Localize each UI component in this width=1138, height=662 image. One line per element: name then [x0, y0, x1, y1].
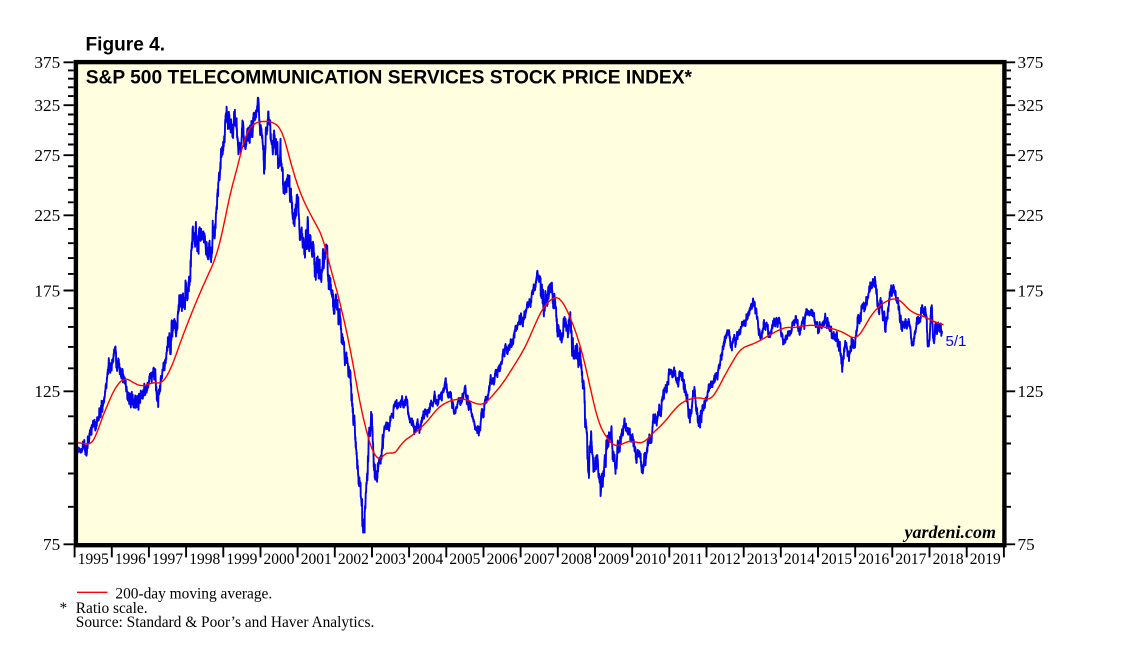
svg-text:200-day moving average.: 200-day moving average.: [115, 586, 272, 603]
svg-text:1999: 1999: [226, 551, 257, 568]
svg-text:175: 175: [34, 281, 60, 300]
svg-text:2015: 2015: [821, 551, 852, 568]
svg-text:2005: 2005: [449, 551, 480, 568]
svg-text:S&P 500 TELECOMMUNICATION SERV: S&P 500 TELECOMMUNICATION SERVICES STOCK…: [86, 67, 693, 88]
svg-text:2010: 2010: [635, 551, 666, 568]
svg-text:75: 75: [43, 535, 60, 554]
svg-text:1995: 1995: [78, 551, 109, 568]
svg-text:2012: 2012: [710, 551, 741, 568]
svg-text:325: 325: [34, 96, 60, 115]
svg-text:2008: 2008: [561, 551, 592, 568]
svg-text:125: 125: [34, 382, 60, 401]
svg-text:1998: 1998: [189, 551, 220, 568]
svg-text:2013: 2013: [747, 551, 778, 568]
svg-text:2002: 2002: [338, 551, 369, 568]
svg-text:125: 125: [1018, 382, 1044, 401]
svg-text:1996: 1996: [115, 551, 146, 568]
svg-text:2001: 2001: [301, 551, 332, 568]
svg-text:2007: 2007: [524, 551, 555, 568]
svg-text:2016: 2016: [858, 551, 889, 568]
svg-text:2003: 2003: [375, 551, 406, 568]
svg-text:2011: 2011: [673, 551, 703, 568]
svg-text:375: 375: [34, 53, 60, 72]
svg-text:2017: 2017: [895, 551, 926, 568]
svg-text:1997: 1997: [152, 551, 183, 568]
svg-text:275: 275: [1018, 146, 1044, 165]
svg-text:2018: 2018: [933, 551, 964, 568]
svg-text:75: 75: [1018, 535, 1035, 554]
svg-text:375: 375: [1018, 53, 1044, 72]
svg-text:225: 225: [1018, 206, 1044, 225]
svg-text:2006: 2006: [487, 551, 518, 568]
svg-text:Source: Standard & Poor’s and: Source: Standard & Poor’s and Haver Anal…: [76, 614, 375, 631]
svg-text:2019: 2019: [970, 551, 1001, 568]
svg-text:325: 325: [1018, 96, 1044, 115]
svg-text:Ratio scale.: Ratio scale.: [76, 600, 148, 617]
svg-text:Figure 4.: Figure 4.: [86, 34, 166, 55]
svg-text:5/1: 5/1: [946, 333, 967, 350]
svg-text:225: 225: [34, 206, 60, 225]
svg-text:yardeni.com: yardeni.com: [903, 522, 997, 542]
svg-text:2004: 2004: [412, 551, 443, 568]
svg-text:2009: 2009: [598, 551, 629, 568]
svg-text:175: 175: [1018, 281, 1044, 300]
svg-text:2014: 2014: [784, 551, 815, 568]
svg-text:2000: 2000: [264, 551, 295, 568]
svg-text:*: *: [60, 600, 68, 617]
svg-text:275: 275: [34, 146, 60, 165]
